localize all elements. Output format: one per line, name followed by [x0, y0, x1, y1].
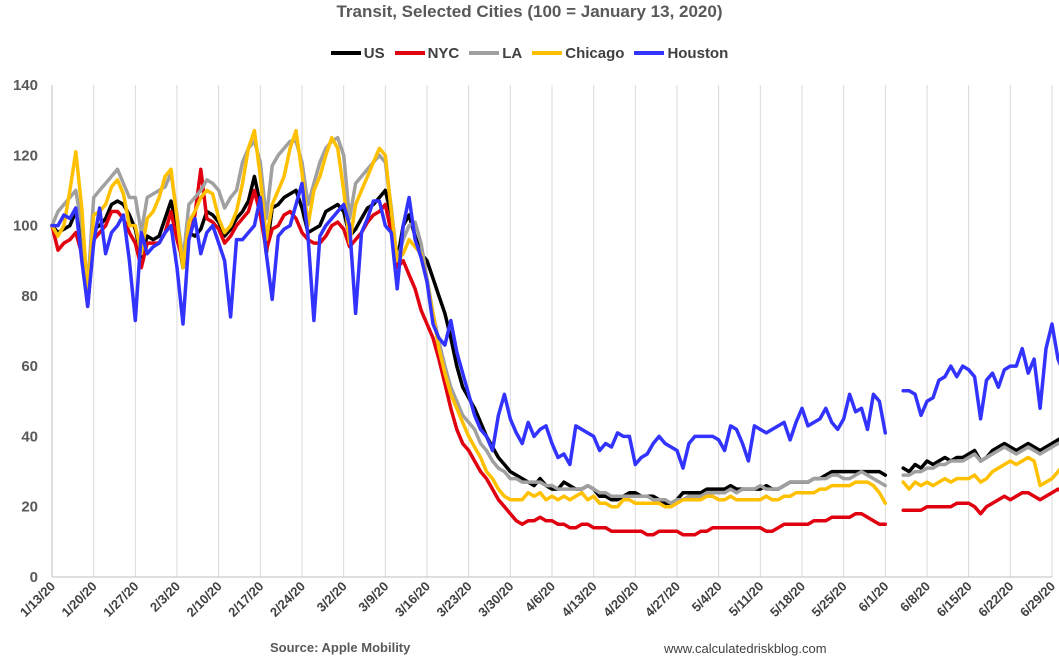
y-tick-label: 60 [21, 358, 38, 375]
legend-item-chicago: Chicago [532, 45, 624, 62]
x-tick-label: 4/6/20 [522, 579, 558, 615]
x-tick-label: 3/30/20 [475, 579, 516, 620]
x-tick-label: 2/24/20 [267, 579, 308, 620]
legend-item-la: LA [469, 45, 522, 62]
legend-swatch [532, 51, 563, 56]
x-tick-label: 5/11/20 [726, 579, 767, 620]
legend-label: NYC [427, 45, 460, 62]
source-note: Source: Apple Mobility [270, 640, 411, 655]
x-tick-label: 6/29/20 [1017, 579, 1058, 620]
site-note: www.calculatedriskblog.com [664, 641, 827, 656]
y-tick-label: 120 [13, 147, 38, 164]
y-tick-label: 20 [21, 499, 38, 516]
y-tick-label: 80 [21, 288, 38, 305]
y-tick-label: 140 [13, 77, 38, 94]
legend: US NYC LA Chicago Houston [0, 45, 1059, 62]
x-tick-label: 4/20/20 [600, 579, 641, 620]
x-tick-label: 3/9/20 [355, 579, 391, 615]
y-tick-label: 40 [21, 428, 38, 445]
legend-item-houston: Houston [634, 45, 728, 62]
x-tick-label: 5/25/20 [809, 579, 850, 620]
x-tick-label: 6/22/20 [975, 579, 1016, 620]
legend-item-us: US [330, 45, 385, 62]
legend-swatch [330, 51, 361, 56]
legend-label: Houston [667, 45, 729, 62]
x-tick-label: 4/27/20 [642, 579, 683, 620]
legend-label: Chicago [565, 45, 625, 62]
x-tick-label: 5/18/20 [767, 579, 808, 620]
series-line-chicago [50, 128, 1059, 509]
x-tick-label: 2/3/20 [147, 579, 183, 615]
x-tick-label: 5/4/20 [689, 579, 725, 615]
x-tick-label: 4/13/20 [559, 579, 600, 620]
x-tick-label: 2/10/20 [184, 579, 225, 620]
legend-swatch [469, 51, 500, 56]
legend-swatch [394, 51, 425, 56]
y-tick-label: 100 [13, 218, 38, 235]
x-tick-label: 3/2/20 [314, 579, 350, 615]
series-line-houston [50, 181, 1059, 470]
x-tick-label: 2/17/20 [225, 579, 266, 620]
x-tick-label: 3/23/20 [434, 579, 475, 620]
x-tick-label: 1/27/20 [100, 579, 141, 620]
x-tick-label: 6/8/20 [897, 579, 933, 615]
x-tick-label: 3/16/20 [392, 579, 433, 620]
x-tick-label: 6/15/20 [934, 579, 975, 620]
chart-title: Transit, Selected Cities (100 = January … [336, 2, 723, 21]
legend-swatch [634, 51, 665, 56]
x-tick-label: 1/20/20 [59, 579, 100, 620]
series-line-la [50, 135, 1059, 505]
legend-label: US [363, 45, 385, 62]
legend-label: LA [502, 45, 523, 62]
y-tick-label: 0 [30, 569, 38, 586]
legend-item-nyc: NYC [394, 45, 460, 62]
x-tick-label: 6/1/20 [855, 579, 891, 615]
